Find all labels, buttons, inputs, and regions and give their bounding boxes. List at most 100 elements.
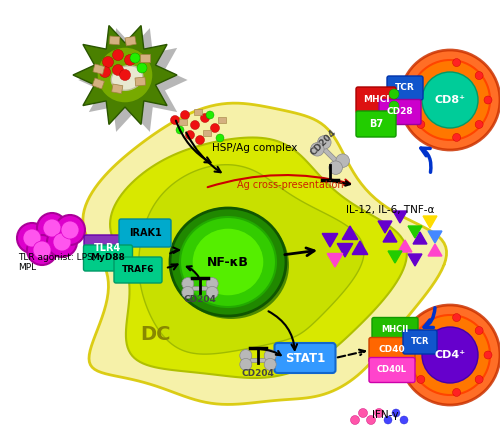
Bar [93,64,104,74]
FancyBboxPatch shape [114,257,162,283]
FancyArrowPatch shape [268,311,297,350]
Circle shape [366,416,376,425]
Circle shape [452,133,460,141]
Polygon shape [78,28,188,132]
Circle shape [176,126,184,134]
FancyBboxPatch shape [356,87,396,113]
Polygon shape [244,358,272,362]
Circle shape [130,53,140,63]
Circle shape [216,134,224,142]
Ellipse shape [111,66,143,90]
Circle shape [240,349,252,362]
Text: TCR: TCR [411,337,429,346]
Polygon shape [398,240,412,252]
Polygon shape [327,254,343,267]
FancyArrowPatch shape [424,308,435,327]
Polygon shape [186,286,214,290]
Text: B7: B7 [369,119,383,129]
Circle shape [137,63,147,73]
Bar [92,78,104,89]
Text: CD204: CD204 [308,128,338,158]
Ellipse shape [180,217,276,307]
FancyArrowPatch shape [421,148,431,172]
Circle shape [358,409,368,417]
Polygon shape [408,254,422,266]
Circle shape [452,59,460,67]
Circle shape [180,111,190,120]
Circle shape [23,229,41,247]
Polygon shape [423,216,437,228]
Text: STAT1: STAT1 [285,352,325,365]
Polygon shape [342,226,358,239]
Bar [110,36,120,45]
Circle shape [452,388,460,397]
Bar [194,109,202,115]
Circle shape [102,57,114,67]
FancyBboxPatch shape [372,318,418,343]
FancyArrowPatch shape [186,133,220,172]
Text: CD204: CD204 [184,295,216,305]
Text: IRAK1: IRAK1 [128,228,162,238]
Polygon shape [73,25,177,124]
FancyArrowPatch shape [168,264,177,270]
Bar [135,77,145,86]
Circle shape [410,83,418,91]
FancyArrowPatch shape [208,175,350,187]
Circle shape [475,327,483,334]
Circle shape [400,416,408,424]
Circle shape [329,161,342,175]
Circle shape [417,375,425,384]
Bar [125,36,136,46]
Text: CD204: CD204 [242,368,274,378]
Circle shape [410,60,490,140]
Text: TRAF6: TRAF6 [122,266,154,274]
Circle shape [186,130,194,140]
Circle shape [37,213,67,243]
Circle shape [400,50,500,150]
FancyArrowPatch shape [176,121,210,162]
Circle shape [182,278,194,289]
Bar [203,130,211,136]
FancyBboxPatch shape [403,330,437,354]
Circle shape [182,286,194,299]
Circle shape [452,314,460,321]
Polygon shape [428,231,442,243]
Circle shape [410,338,418,346]
Circle shape [422,327,478,383]
Circle shape [336,154,349,168]
Circle shape [124,54,136,66]
Polygon shape [393,211,407,223]
Ellipse shape [192,228,264,296]
Circle shape [475,121,483,128]
FancyArrowPatch shape [338,349,365,357]
Circle shape [27,235,57,265]
Bar [112,84,123,94]
Circle shape [410,315,490,395]
Text: DC: DC [140,325,170,344]
Text: Ag cross-presentation: Ag cross-presentation [236,180,344,190]
Text: MPL: MPL [18,264,36,273]
Circle shape [389,101,399,111]
Polygon shape [352,241,368,254]
FancyBboxPatch shape [119,219,171,247]
Circle shape [374,409,384,417]
Polygon shape [408,226,422,238]
FancyBboxPatch shape [379,99,421,124]
Text: CD40: CD40 [378,346,406,355]
Polygon shape [83,103,446,404]
Circle shape [264,359,276,370]
Circle shape [17,223,47,253]
Text: CD8⁺: CD8⁺ [434,95,466,105]
Circle shape [422,72,478,128]
Circle shape [112,64,124,76]
Text: IFN-γ: IFN-γ [372,410,398,420]
Polygon shape [110,137,407,378]
Circle shape [47,227,77,257]
Ellipse shape [170,208,286,316]
Circle shape [210,124,220,133]
Text: CD28: CD28 [386,108,413,117]
Polygon shape [337,244,353,257]
FancyBboxPatch shape [274,343,336,373]
Bar [218,117,226,123]
Text: TCR: TCR [395,83,415,92]
